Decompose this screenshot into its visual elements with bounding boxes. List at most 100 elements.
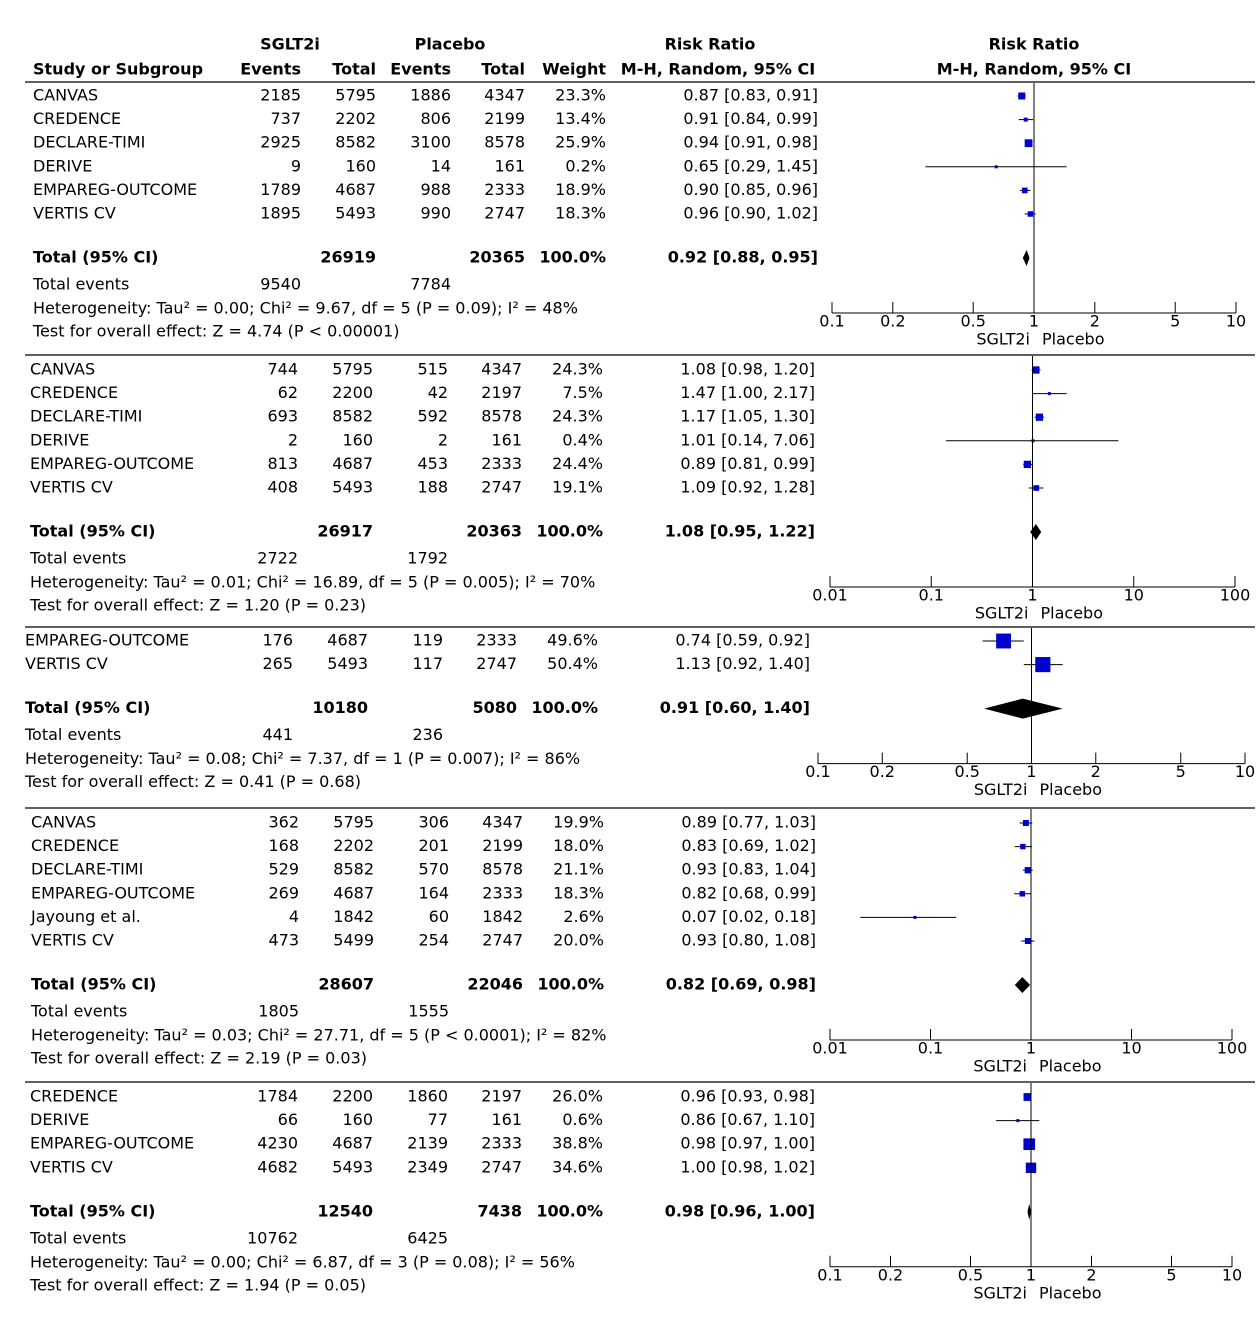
table-cell: 18.9%: [555, 180, 606, 199]
table-cell: 5493: [327, 654, 368, 673]
table-cell: 2197: [481, 383, 522, 402]
study-name: VERTIS CV: [30, 1157, 113, 1176]
table-cell: 0.90 [0.85, 0.96]: [683, 180, 818, 199]
favours-label: Placebo: [1040, 780, 1102, 799]
table-cell: 119: [412, 631, 443, 650]
table-cell: 0.94 [0.91, 0.98]: [683, 133, 818, 152]
total-cell: 0.98 [0.96, 1.00]: [665, 1201, 815, 1220]
table-cell: 4347: [481, 360, 522, 379]
study-name: EMPAREG-OUTCOME: [30, 454, 194, 473]
table-cell: 160: [342, 1110, 373, 1129]
total-events-cell: 236: [412, 725, 443, 744]
overall-effect: Test for overall effect: Z = 2.19 (P = 0…: [30, 1049, 367, 1068]
study-square: [1020, 843, 1026, 850]
x-tick-label: 10: [1124, 586, 1144, 605]
table-cell: 0.07 [0.02, 0.18]: [681, 907, 816, 926]
table-cell: 0.65 [0.29, 1.45]: [683, 156, 818, 175]
table-cell: 0.6%: [562, 1110, 603, 1129]
total-cell: 0.92 [0.88, 0.95]: [668, 248, 818, 267]
study-name: VERTIS CV: [33, 204, 116, 223]
total-events-cell: 6425: [407, 1228, 448, 1247]
column-header: Events: [240, 60, 301, 79]
study-name: CANVAS: [30, 360, 95, 379]
table-cell: 8578: [484, 133, 525, 152]
x-tick-label: 0.1: [817, 1265, 842, 1284]
favours-label: Placebo: [1039, 1057, 1101, 1076]
total-cell: 100.0%: [536, 522, 603, 541]
study-name: Jayoung et al.: [30, 907, 141, 926]
table-cell: 160: [345, 156, 376, 175]
table-cell: 2333: [481, 1134, 522, 1153]
table-cell: 2747: [481, 478, 522, 497]
total-cell: 100.0%: [531, 698, 598, 717]
total-cell: 100.0%: [539, 248, 606, 267]
table-cell: 1.13 [0.92, 1.40]: [675, 654, 810, 673]
table-cell: 592: [417, 407, 448, 426]
table-cell: 18.0%: [553, 836, 604, 855]
table-cell: 990: [420, 204, 451, 223]
table-cell: 1.17 [1.05, 1.30]: [680, 407, 815, 426]
x-tick-label: 0.5: [955, 762, 980, 781]
favours-label: Placebo: [1041, 604, 1103, 623]
table-cell: 50.4%: [547, 654, 598, 673]
table-cell: 0.86 [0.67, 1.10]: [680, 1110, 815, 1129]
table-cell: 515: [417, 360, 448, 379]
study-name: DECLARE-TIMI: [31, 860, 143, 879]
study-name: CREDENCE: [33, 109, 121, 128]
table-cell: 25.9%: [555, 133, 606, 152]
table-cell: 988: [420, 180, 451, 199]
table-cell: 5493: [332, 478, 373, 497]
x-tick-label: 0.01: [812, 586, 848, 605]
study-square: [994, 165, 998, 169]
favours-label: SGLT2i: [974, 780, 1028, 799]
total-cell: 0.91 [0.60, 1.40]: [660, 698, 810, 717]
x-tick-label: 10: [1235, 762, 1255, 781]
table-cell: 24.3%: [552, 407, 603, 426]
table-cell: 201: [418, 836, 449, 855]
table-cell: 693: [267, 407, 298, 426]
table-cell: 2333: [484, 180, 525, 199]
total-label: Total (95% CI): [25, 698, 150, 717]
table-cell: 164: [418, 883, 449, 902]
column-header: M-H, Random, 95% CI: [621, 60, 815, 79]
total-cell: 26917: [317, 522, 373, 541]
table-cell: 529: [268, 860, 299, 879]
total-label: Total (95% CI): [31, 975, 156, 994]
total-cell: 1.08 [0.95, 1.22]: [665, 522, 815, 541]
table-cell: 473: [268, 931, 299, 950]
total-events-cell: 1555: [408, 1002, 449, 1021]
table-cell: 1895: [260, 204, 301, 223]
table-cell: 2333: [476, 631, 517, 650]
table-cell: 806: [420, 109, 451, 128]
x-tick-label: 2: [1090, 312, 1100, 331]
table-cell: 188: [417, 478, 448, 497]
table-cell: 2747: [481, 1157, 522, 1176]
total-cell: 0.82 [0.69, 0.98]: [666, 975, 816, 994]
table-cell: 5795: [335, 86, 376, 105]
table-cell: 737: [270, 109, 301, 128]
overall-effect: Test for overall effect: Z = 0.41 (P = 0…: [24, 772, 361, 791]
table-cell: 4: [289, 907, 299, 926]
study-name: CREDENCE: [30, 1087, 118, 1106]
study-name: CREDENCE: [30, 383, 118, 402]
heterogeneity: Heterogeneity: Tau² = 0.03; Chi² = 27.71…: [31, 1026, 606, 1045]
column-header: Events: [390, 60, 451, 79]
study-name: CANVAS: [31, 813, 96, 832]
study-square: [1016, 1119, 1020, 1123]
table-cell: 60: [429, 907, 449, 926]
table-cell: 570: [418, 860, 449, 879]
table-cell: 19.1%: [552, 478, 603, 497]
heterogeneity: Heterogeneity: Tau² = 0.00; Chi² = 9.67,…: [33, 299, 578, 318]
total-label: Total (95% CI): [33, 248, 158, 267]
total-label: Total (95% CI): [30, 522, 155, 541]
table-cell: 42: [428, 383, 448, 402]
table-cell: 1886: [410, 86, 451, 105]
table-cell: 4682: [257, 1157, 298, 1176]
table-cell: 2200: [332, 1087, 373, 1106]
table-cell: 5493: [335, 204, 376, 223]
x-tick-label: 0.5: [960, 312, 985, 331]
table-cell: 1.09 [0.92, 1.28]: [680, 478, 815, 497]
study-square: [1047, 392, 1051, 396]
table-cell: 2139: [407, 1134, 448, 1153]
